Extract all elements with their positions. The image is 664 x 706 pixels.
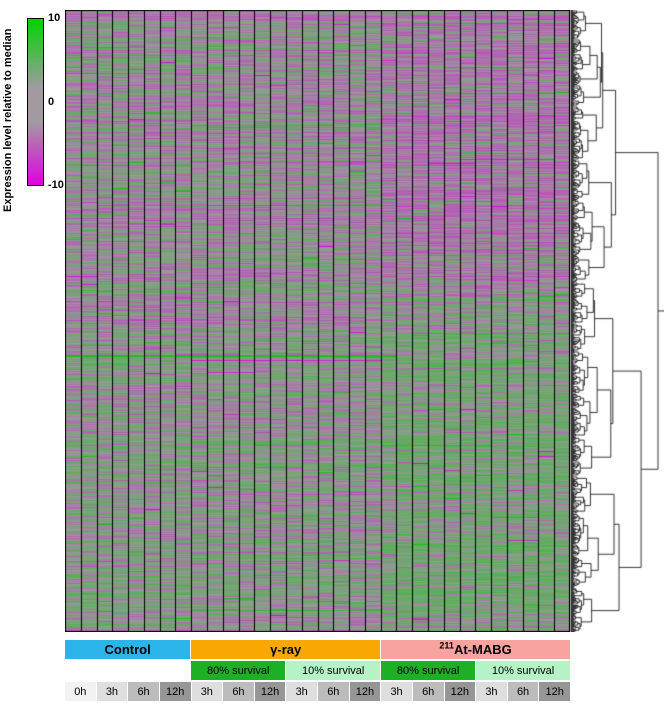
at211-superscript: 211 bbox=[439, 640, 454, 651]
time-chip: 6h bbox=[223, 682, 254, 701]
survival-segment: 80% survival bbox=[191, 661, 286, 680]
treatment-gamma-ray: γ-ray bbox=[191, 640, 381, 659]
column-annotations: Control γ-ray 211At-MABG 80% survival 10%… bbox=[65, 640, 570, 703]
survival-segment: 10% survival bbox=[286, 661, 381, 680]
time-chip: 3h bbox=[381, 682, 412, 701]
time-chip: 0h bbox=[65, 682, 96, 701]
time-chip: 3h bbox=[191, 682, 223, 701]
colorbar-tick-zero: 0 bbox=[48, 95, 55, 108]
survival-segment: 80% survival bbox=[381, 661, 476, 680]
time-chip: 6h bbox=[412, 682, 444, 701]
time-chip: 3h bbox=[286, 682, 317, 701]
time-chip: 12h bbox=[159, 682, 191, 701]
treatment-control-label: Control bbox=[104, 642, 151, 657]
colorbar-ticks: 10 0 -10 bbox=[48, 12, 64, 191]
survival-segment: 10% survival bbox=[476, 661, 570, 680]
treatment-bar: Control γ-ray 211At-MABG bbox=[65, 640, 570, 659]
row-dendrogram-canvas bbox=[570, 10, 664, 632]
colorbar-tick-min: -10 bbox=[48, 179, 64, 191]
treatment-at211-mabg-label: 211At-MABG bbox=[439, 640, 512, 657]
time-chip: 6h bbox=[507, 682, 539, 701]
colorbar-axis-label: Expression level relative to median bbox=[2, 28, 14, 212]
time-chip: 12h bbox=[539, 682, 570, 701]
survival-spacer bbox=[65, 661, 190, 680]
time-chip: 3h bbox=[476, 682, 507, 701]
time-chip: 6h bbox=[128, 682, 159, 701]
time-chip: 6h bbox=[318, 682, 349, 701]
colorbar-gradient bbox=[27, 18, 44, 186]
treatment-gamma-ray-label: γ-ray bbox=[270, 642, 302, 657]
time-bar: 0h 3h 6h 12h 3h 6h 12h 3h 6h 12h 3h 6h 12h 3h 6h 12h bbox=[65, 682, 570, 701]
treatment-control: Control bbox=[65, 640, 191, 659]
time-chip: 12h bbox=[444, 682, 476, 701]
time-chip: 12h bbox=[254, 682, 286, 701]
time-chip: 12h bbox=[349, 682, 381, 701]
time-chip: 3h bbox=[96, 682, 128, 701]
heatmap-canvas bbox=[65, 10, 570, 632]
survival-bar: 80% survival 10% survival 80% survival 10% … bbox=[65, 661, 570, 680]
treatment-at211-mabg: 211At-MABG bbox=[381, 640, 570, 659]
colorbar-tick-max: 10 bbox=[48, 12, 61, 24]
